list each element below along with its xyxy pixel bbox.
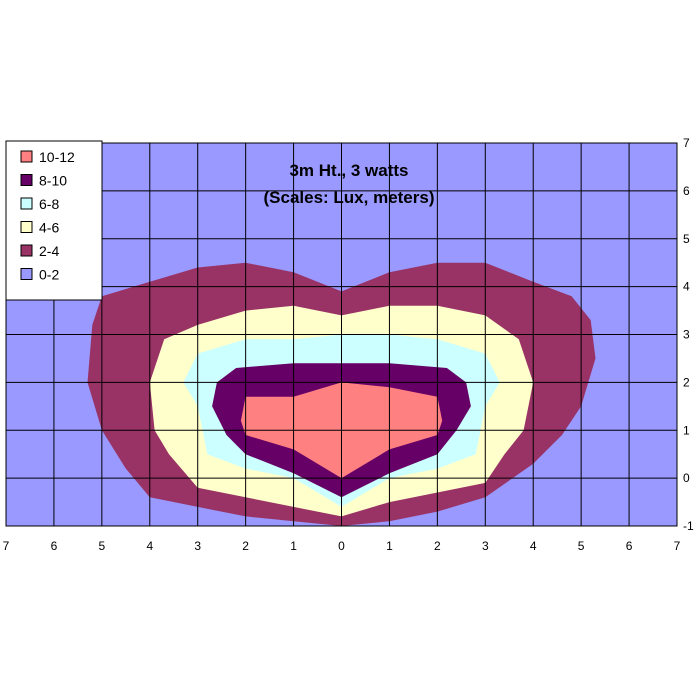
- y-tick-label: -1: [683, 519, 694, 533]
- x-tick-label: 1: [290, 539, 297, 553]
- x-tick-label: 3: [194, 539, 201, 553]
- x-tick-label: 6: [626, 539, 633, 553]
- y-tick-label: 6: [683, 184, 690, 198]
- chart-title: 3m Ht., 3 watts: [289, 161, 408, 180]
- legend-swatch: [20, 268, 33, 280]
- chart-subtitle: (Scales: Lux, meters): [263, 188, 434, 207]
- legend-swatch: [20, 244, 33, 257]
- y-tick-label: 4: [683, 280, 690, 294]
- y-axis-tick-labels: -1 0 1 2 3 4 5 6 7: [683, 136, 694, 533]
- x-tick-label: 7: [3, 539, 10, 553]
- legend-label: 0-2: [39, 267, 59, 283]
- x-tick-label: 2: [434, 539, 441, 553]
- x-tick-label: 3: [482, 539, 489, 553]
- legend-label: 10-12: [39, 149, 75, 165]
- x-tick-label: 6: [51, 539, 58, 553]
- legend-label: 6-8: [39, 196, 59, 212]
- y-tick-label: 0: [683, 471, 690, 485]
- x-tick-label: 2: [242, 539, 249, 553]
- legend-label: 8-10: [39, 173, 67, 189]
- x-tick-label: 4: [146, 539, 153, 553]
- legend-swatch: [20, 221, 33, 233]
- legend-swatch: [20, 150, 33, 163]
- x-tick-label: 0: [338, 539, 345, 553]
- legend: 10-12 8-10 6-8 4-6 2-4 0-2: [5, 140, 103, 301]
- x-tick-label: 4: [530, 539, 537, 553]
- legend-swatch: [20, 197, 33, 210]
- x-tick-label: 5: [99, 539, 106, 553]
- legend-label: 2-4: [39, 243, 59, 259]
- y-tick-label: 7: [683, 136, 690, 150]
- plot-border: [5, 142, 678, 527]
- x-tick-label: 5: [578, 539, 585, 553]
- legend-swatch: [20, 174, 33, 186]
- y-tick-label: 5: [683, 232, 690, 246]
- y-tick-label: 2: [683, 375, 690, 389]
- y-tick-label: 1: [683, 423, 690, 437]
- y-tick-label: 3: [683, 328, 690, 342]
- x-tick-label: 1: [386, 539, 393, 553]
- x-tick-label: 7: [674, 539, 681, 553]
- x-axis-tick-labels: 7 6 5 4 3 2 1 0 1 2 3 4 5 6 7: [3, 539, 681, 553]
- legend-label: 4-6: [39, 220, 59, 236]
